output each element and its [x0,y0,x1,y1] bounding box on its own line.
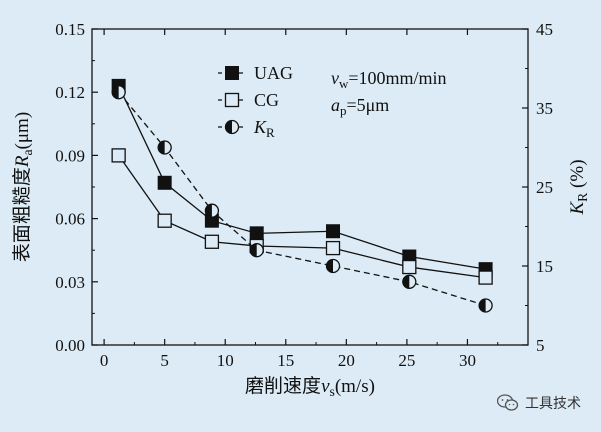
y-left-tick-label: 0.00 [55,336,85,355]
series-1-point [479,271,492,284]
series-line-2 [119,92,486,305]
x-tick-label: 5 [160,351,169,370]
y-left-tick-label: 0.15 [55,20,85,39]
series-2-point [158,141,171,154]
series-1-point [327,242,340,255]
series-0-point [327,225,340,238]
legend-label-2: KR [253,117,275,140]
annotation-1: ap=5μm [331,95,389,118]
legend-label-0: UAG [254,63,293,83]
watermark: 工具技术 [497,393,581,413]
wechat-icon [497,394,519,412]
x-tick-label: 0 [100,351,109,370]
legend-marker-2 [226,121,239,134]
y-right-tick-label: 15 [536,257,553,276]
series-1-point [112,149,125,162]
series-0-point [250,227,263,240]
y-right-tick-label: 35 [536,99,553,118]
y-right-tick-label: 45 [536,20,553,39]
series-1-point [158,214,171,227]
plot-frame [92,29,528,345]
series-2-point [479,299,492,312]
series-2-point [327,260,340,273]
y-left-tick-label: 0.09 [55,146,85,165]
x-tick-label: 25 [398,351,415,370]
y-right-tick-label: 5 [536,336,545,355]
legend-marker-0 [226,67,239,80]
series-2-point [205,204,218,217]
series-2-point [403,275,416,288]
y-left-tick-label: 0.03 [55,273,85,292]
y-left-axis-title: 表面粗糙度Ra(μm) [11,112,35,262]
annotation-0: vw=100mm/min [331,68,447,91]
series-2-point [112,86,125,99]
x-tick-label: 10 [217,351,234,370]
series-line-1 [119,155,486,277]
watermark-text: 工具技术 [525,393,581,413]
series-1-point [205,235,218,248]
y-left-tick-label: 0.12 [55,83,85,102]
x-tick-label: 30 [459,351,476,370]
x-axis-title: 磨削速度vs(m/s) [245,375,375,399]
series-line-0 [119,86,486,269]
x-tick-label: 20 [338,351,355,370]
x-tick-label: 15 [277,351,294,370]
series-0-point [158,176,171,189]
y-right-axis-title: KR (%) [567,159,590,215]
y-left-tick-label: 0.06 [55,210,85,229]
y-right-tick-label: 25 [536,178,553,197]
legend-label-1: CG [254,90,279,110]
series-1-point [403,261,416,274]
series-2-point [250,244,263,257]
legend-marker-1 [226,94,239,107]
